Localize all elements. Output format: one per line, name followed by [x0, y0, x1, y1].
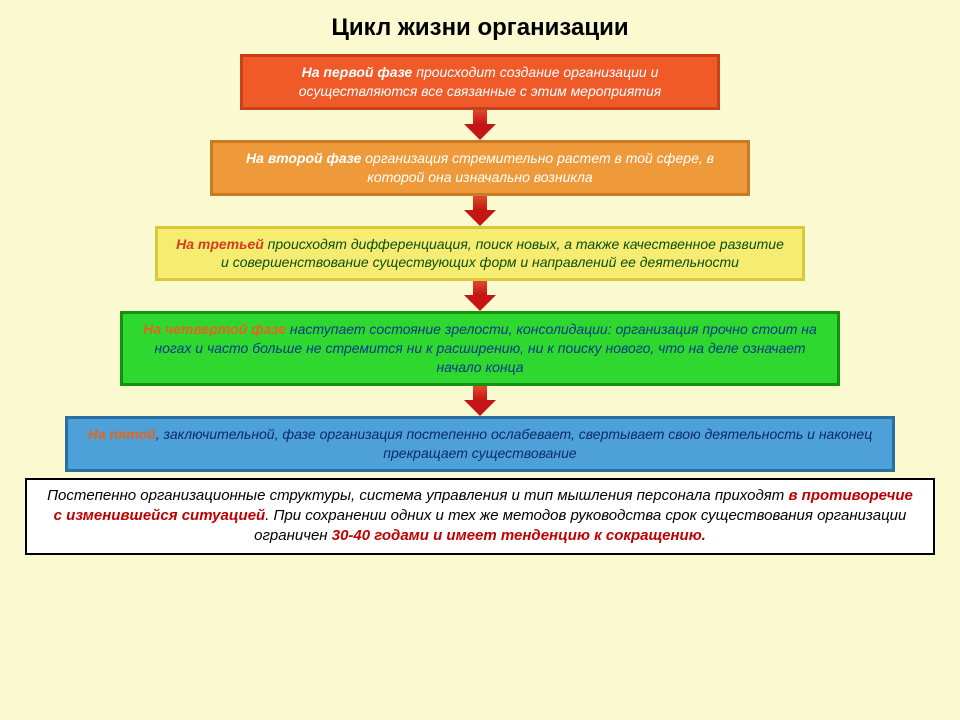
arrow-stem: [473, 110, 487, 124]
phase-lead: На третьей: [176, 236, 264, 252]
phase-text: происходят дифференциация, поиск новых, …: [221, 236, 784, 271]
page-title: Цикл жизни организации: [331, 14, 628, 42]
arrow-stem: [473, 386, 487, 400]
arrow-head-icon: [464, 295, 496, 311]
phase-lead: На второй фазе: [246, 150, 361, 166]
footer-note: Постепенно организационные структуры, си…: [25, 478, 935, 555]
phase-box-4: На четвертой фазе наступает состояние зр…: [120, 311, 840, 386]
phase-lead: На четвертой фазе: [143, 321, 286, 337]
arrow-stem: [473, 281, 487, 295]
phase-lead: На пятой: [88, 426, 156, 442]
phase-flow: На первой фазе происходит создание орган…: [65, 54, 895, 472]
phase-lead: На первой фазе: [302, 64, 413, 80]
arrow-head-icon: [464, 400, 496, 416]
phase-text: , заключительной, фазе организация посте…: [156, 426, 873, 461]
phase-box-5: На пятой, заключительной, фазе организац…: [65, 416, 895, 472]
phase-box-2: На второй фазе организация стремительно …: [210, 140, 750, 196]
arrow-stem: [473, 196, 487, 210]
footer-em2: 30-40 годами и имеет тенденцию к сокраще…: [332, 527, 706, 544]
phase-box-1: На первой фазе происходит создание орган…: [240, 54, 720, 110]
phase-text: организация стремительно растет в той сф…: [361, 150, 714, 185]
footer-pre: Постепенно организационные структуры, си…: [47, 487, 788, 504]
arrow-head-icon: [464, 124, 496, 140]
arrow-head-icon: [464, 210, 496, 226]
phase-box-3: На третьей происходят дифференциация, по…: [155, 226, 805, 282]
